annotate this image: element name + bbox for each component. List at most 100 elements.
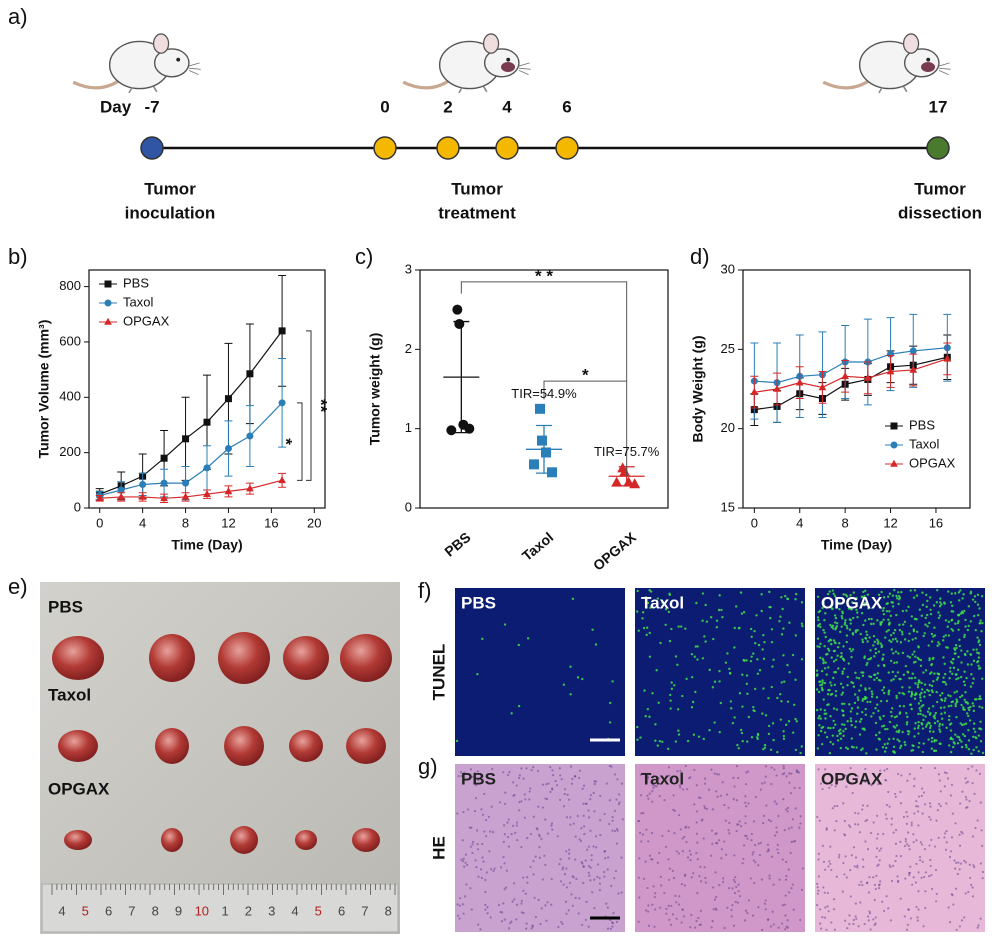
cell: [794, 678, 797, 682]
cell: [936, 676, 940, 679]
cell: [667, 858, 670, 861]
cell: [916, 656, 920, 660]
day-label: Day: [100, 97, 132, 116]
cell: [964, 618, 967, 622]
cell: [856, 615, 859, 619]
x-axis-label: Time (Day): [821, 537, 892, 553]
cell: [817, 716, 820, 720]
cell: [846, 683, 849, 687]
cell: [930, 684, 934, 688]
cell: [674, 655, 678, 658]
cell: [753, 629, 756, 633]
cell: [458, 904, 462, 907]
cell: [876, 619, 879, 622]
cell: [845, 634, 849, 637]
cell: [860, 611, 864, 615]
cell: [883, 750, 887, 753]
cell: [745, 674, 749, 677]
cell: [722, 877, 725, 880]
cell: [741, 673, 744, 676]
cell: [849, 825, 852, 829]
cell: [462, 810, 465, 814]
cell: [902, 704, 906, 708]
cell: [767, 724, 771, 728]
cell: [968, 719, 972, 722]
cell: [933, 714, 936, 717]
tumor: [58, 730, 98, 762]
cell: [563, 873, 567, 876]
marker: [629, 478, 641, 489]
cell: [944, 619, 948, 622]
cell: [816, 595, 820, 599]
cell: [909, 589, 912, 592]
cell: [972, 748, 975, 752]
cell: [923, 683, 927, 686]
cell: [842, 802, 845, 805]
cell: [752, 705, 755, 709]
cell: [849, 869, 852, 872]
cell: [661, 834, 664, 837]
cell: [502, 771, 505, 774]
cell: [563, 788, 567, 791]
cell: [663, 891, 666, 895]
cell: [951, 629, 955, 632]
cell: [668, 867, 672, 870]
cell: [463, 865, 466, 868]
cell: [881, 689, 884, 692]
cell: [921, 591, 924, 594]
cell: [870, 695, 874, 698]
cell: [919, 699, 923, 702]
cell: [593, 810, 596, 813]
cell: [874, 922, 877, 925]
cell: [945, 771, 948, 775]
cell: [642, 626, 646, 630]
cell: [859, 901, 862, 904]
cell: [780, 596, 783, 599]
cell: [655, 669, 658, 672]
cell: [964, 691, 967, 694]
cell: [565, 912, 568, 915]
cell: [943, 662, 946, 666]
cell: [901, 609, 905, 613]
cell: [835, 781, 838, 784]
cell: [534, 855, 537, 858]
cell: [968, 863, 971, 866]
ruler-number: 1: [221, 903, 228, 918]
cell: [833, 594, 837, 598]
cell: [918, 855, 922, 859]
cell: [507, 818, 510, 821]
cell: [745, 805, 748, 808]
cell: [935, 690, 938, 694]
cell: [458, 897, 462, 900]
cell: [787, 891, 791, 894]
cell: [819, 683, 822, 687]
cell: [456, 914, 460, 917]
cell: [915, 839, 918, 842]
cell: [955, 715, 958, 719]
cell: [821, 689, 824, 692]
group-label: PBS: [48, 597, 83, 616]
cell: [456, 812, 459, 815]
cell: [690, 706, 694, 709]
cell: [775, 802, 778, 805]
cell: [866, 818, 869, 822]
cell: [957, 861, 960, 864]
cell: [854, 856, 858, 859]
cell: [976, 819, 979, 822]
y-tick-label: 3: [405, 261, 412, 276]
cell: [905, 843, 909, 846]
cell: [833, 829, 836, 832]
timeline-point: [555, 136, 579, 160]
y-tick-label: 20: [721, 420, 735, 435]
cell: [963, 734, 967, 738]
cell: [877, 664, 880, 667]
cell: [457, 775, 460, 778]
group-label: PBS: [461, 769, 496, 788]
panel-label: f): [418, 578, 431, 603]
cell: [727, 806, 730, 809]
cell: [611, 680, 614, 683]
cell: [593, 907, 596, 910]
cell: [936, 700, 939, 704]
cell: [704, 640, 707, 643]
cell: [614, 869, 618, 873]
